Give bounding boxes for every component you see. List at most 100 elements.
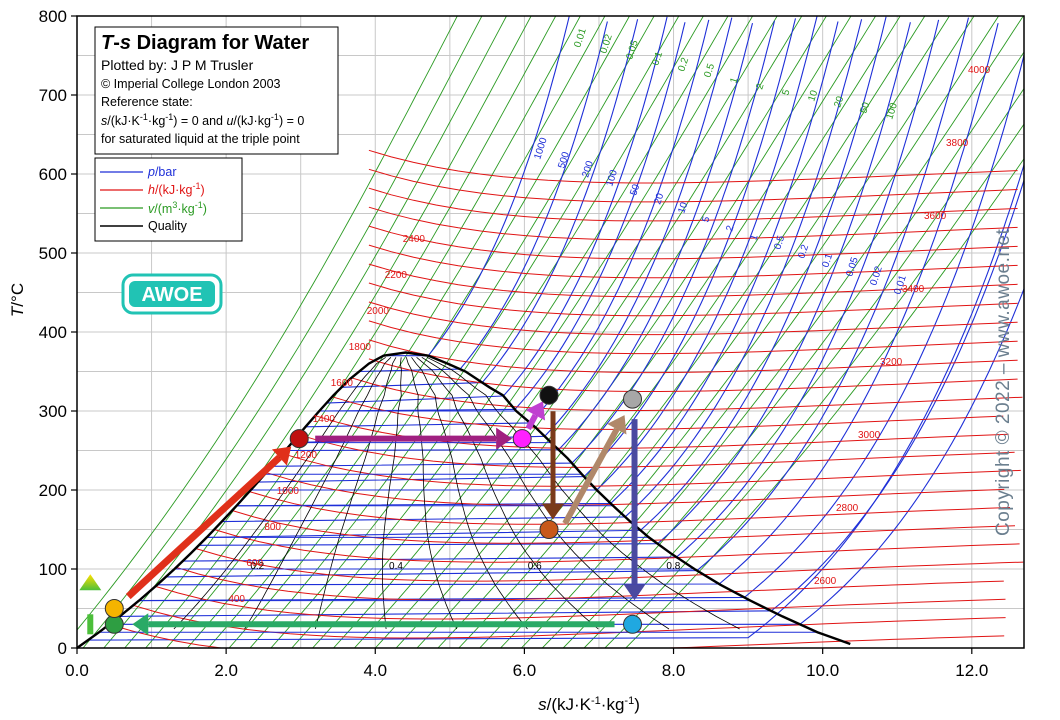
- quality-line: [382, 357, 402, 630]
- info-box: T-s Diagram for Water Plotted by: J P M …: [94, 26, 339, 155]
- pressure-label: 0.5: [772, 234, 787, 251]
- pressure-label: 0.2: [796, 243, 811, 260]
- volume-label: 50: [858, 101, 872, 115]
- volume-line: [333, 16, 778, 648]
- legend-volume: v/(m3·kg-1): [148, 200, 207, 216]
- quality-label: 0.4: [389, 561, 403, 572]
- enthalpy-label: 3000: [858, 430, 881, 441]
- enthalpy-label: 1400: [313, 414, 336, 425]
- y-tick-label: 500: [39, 244, 67, 263]
- superheat-arrow: [525, 413, 539, 431]
- saturation-dome: [76, 351, 851, 649]
- pump-arrow-head: [79, 574, 102, 591]
- y-tick-label: 100: [39, 560, 67, 579]
- legend-pressure: p/bar: [147, 165, 177, 179]
- pump-outlet-point: [104, 599, 124, 618]
- y-tick-label: 0: [58, 639, 67, 658]
- enthalpy-line: [175, 566, 1004, 601]
- y-tick-label: 600: [39, 165, 67, 184]
- pressure-label: 1: [748, 233, 760, 242]
- quality-line: [411, 357, 528, 630]
- isoline-labels: 0.2 0.4 0.6 0.8 1000 500 200 100 50 20 10 5 2 1 0.5 0.2…: [228, 27, 990, 605]
- enthalpy-line: [195, 548, 1024, 582]
- pressure-line: [77, 178, 1024, 648]
- pressure-label: 100: [604, 168, 620, 188]
- volume-line: [77, 16, 458, 631]
- enthalpy-label: 3200: [880, 357, 903, 368]
- quality-line: [315, 357, 397, 630]
- superheat-arrow-head: [525, 401, 546, 421]
- hp-turbine-arrow-head: [542, 503, 565, 520]
- enthalpy-label: 1000: [277, 486, 300, 497]
- reheat-arrow-head: [607, 415, 627, 435]
- legend-quality: Quality: [148, 219, 188, 233]
- enthalpy-line: [231, 510, 1016, 544]
- volume-label: 0.5: [702, 62, 717, 79]
- saturation-curve: [76, 351, 851, 649]
- legend-enthalpy: h/(kJ·kg-1): [148, 181, 205, 197]
- volume-line: [604, 123, 1024, 648]
- volume-line: [145, 16, 557, 648]
- quality-label: 0.2: [250, 561, 264, 572]
- enthalpy-label: 3400: [902, 284, 925, 295]
- pressure-line: [77, 19, 940, 648]
- enthalpy-label: 2800: [836, 503, 859, 514]
- volume-line: [500, 16, 975, 648]
- boiling-arrow-head: [496, 427, 513, 450]
- quality-label: 0.8: [666, 561, 680, 572]
- x-tick-label: 4.0: [363, 661, 387, 680]
- quality-line: [173, 356, 386, 630]
- enthalpy-line: [332, 396, 1004, 430]
- saturated-liquid-point: [289, 429, 309, 449]
- quality-lines: [99, 356, 818, 633]
- enthalpy-label: 2000: [367, 306, 390, 317]
- heating-arrow-head: [271, 446, 292, 466]
- x-axis-title: s/(kJ·K-1·kg-1): [538, 695, 640, 714]
- pressure-label: 5: [700, 215, 712, 224]
- volume-line: [354, 16, 803, 648]
- pressure-label: 500: [556, 150, 572, 170]
- rankine-cycle: [79, 385, 646, 636]
- reheat-inlet-point: [539, 520, 559, 539]
- lp-turbine-arrow-head: [623, 584, 646, 601]
- pressure-line: [77, 22, 911, 648]
- enthalpy-line: [109, 623, 1005, 648]
- pressure-line: [77, 22, 999, 648]
- legend: p/bar h/(kJ·kg-1) v/(m3·kg-1) Quality: [94, 157, 243, 242]
- pressure-label: 20: [652, 192, 666, 206]
- volume-line: [291, 16, 729, 648]
- volume-line: [562, 51, 1024, 648]
- pressure-label: 50: [628, 183, 642, 197]
- reheat-arrow: [562, 427, 620, 525]
- x-tick-label: 8.0: [662, 661, 686, 680]
- enthalpy-line: [298, 434, 1015, 468]
- volume-line: [207, 16, 630, 648]
- enthalpy-line: [368, 187, 1018, 222]
- quality-line: [426, 356, 740, 630]
- condenser-arrow-head: [132, 613, 149, 636]
- axes: 0.0 2.0 4.0 6.0 8.0 10.0 12.0 0 100 200 300 400 500 6…: [39, 7, 1025, 680]
- enthalpy-label: 1600: [331, 378, 354, 389]
- y-tick-label: 800: [39, 7, 67, 26]
- copyright-line: © Imperial College London 2003: [101, 77, 281, 91]
- volume-line: [187, 16, 606, 648]
- pressure-label: 0.1: [820, 252, 835, 269]
- enthalpy-line: [368, 168, 1018, 203]
- pressure-line: [77, 163, 1024, 648]
- enthalpy-line: [214, 529, 1020, 563]
- volume-label: 10: [806, 89, 820, 103]
- quality-line: [416, 356, 599, 630]
- enthalpy-line: [282, 453, 1021, 487]
- copyright-watermark: Copyright © 2022 – www.awoe.net: [993, 229, 1014, 536]
- volume-line: [249, 16, 680, 648]
- enthalpy-label: 3600: [924, 211, 947, 222]
- volume-label: 5: [780, 88, 792, 97]
- enthalpy-line: [368, 225, 1018, 260]
- volume-line: [583, 87, 1024, 648]
- quality-label: 0.6: [528, 561, 542, 572]
- volume-label: 0.1: [650, 50, 665, 67]
- enthalpy-line: [368, 244, 1018, 279]
- superheat-point: [539, 385, 559, 405]
- enthalpy-label: 400: [228, 594, 245, 605]
- volume-line: [270, 16, 704, 648]
